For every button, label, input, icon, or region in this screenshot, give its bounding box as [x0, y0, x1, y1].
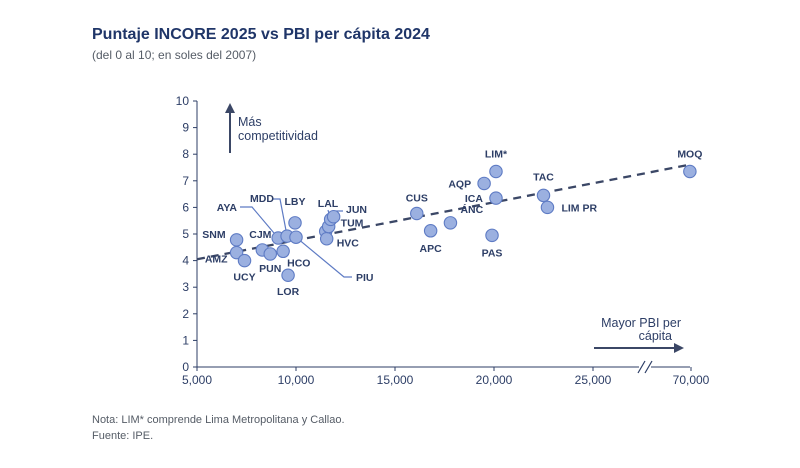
x-arrow-label-line1: Mayor PBI per	[601, 316, 681, 330]
y-tick-label: 9	[182, 121, 189, 135]
x-tick-label: 15,000	[377, 373, 414, 387]
source-note: Fuente: IPE.	[92, 430, 154, 442]
data-points	[229, 164, 697, 282]
y-tick-label: 5	[182, 227, 189, 241]
data-point-lor	[281, 268, 295, 282]
x-tick-label: 70,000	[673, 373, 710, 387]
y-arrow-head	[225, 103, 235, 113]
footnote: Nota: LIM* comprende Lima Metropolitana …	[92, 414, 345, 426]
trendline	[196, 163, 690, 261]
data-point-lim	[489, 164, 503, 179]
point-label-hvc: HVC	[337, 237, 360, 249]
y-tick-label: 4	[182, 254, 189, 268]
data-point-apc	[423, 224, 438, 238]
axes: 0 1 2 3 4 5 6 7 8 9 10 5,000 10,000 15,000 20,000 25,00…	[176, 94, 710, 387]
data-point-piu	[289, 230, 303, 244]
point-label-tum: TUM	[341, 218, 364, 230]
leader-aya	[240, 206, 279, 239]
data-point-moq	[683, 164, 697, 179]
point-label-tac: TAC	[533, 171, 554, 183]
data-point-cus	[410, 206, 424, 221]
data-point-tac	[536, 188, 551, 203]
point-label-nc: ÁNC	[460, 203, 483, 216]
x-tick-label: 5,000	[182, 373, 212, 387]
data-point-pas	[485, 228, 499, 243]
x-tick-label: 25,000	[575, 373, 612, 387]
data-point	[319, 232, 334, 246]
point-label-lby: LBY	[285, 196, 306, 208]
x-arrow-label-line2: cápita	[639, 329, 672, 343]
data-point-ucy	[237, 253, 252, 268]
y-tick-label: 10	[176, 94, 190, 108]
axis-break-mark	[637, 360, 646, 374]
point-label-ucy: UCY	[233, 272, 255, 284]
trendline-path	[196, 163, 690, 261]
point-label-cjm: CJM	[249, 229, 271, 241]
point-label-piu: PIU	[356, 272, 374, 284]
y-tick-label: 1	[182, 333, 189, 347]
point-label-aya: AYA	[217, 202, 238, 214]
leader-mdd	[273, 198, 288, 237]
point-label-lor: LOR	[277, 286, 300, 298]
y-tick-label: 7	[182, 174, 189, 188]
y-arrow-label-line1: Más	[238, 115, 262, 129]
y-tick-label: 0	[182, 360, 189, 374]
point-label-pas: PAS	[482, 247, 503, 259]
point-label-jun: JUN	[346, 204, 367, 216]
point-label-lal: LAL	[318, 198, 339, 210]
axis-break-gap	[639, 361, 651, 373]
point-label-cus: CUS	[406, 193, 428, 205]
point-label-hco: HCO	[287, 257, 310, 269]
x-arrow-head	[674, 343, 684, 353]
point-label-aqp: AQP	[448, 178, 471, 190]
point-label-amz: AMZ	[205, 254, 228, 266]
y-tick-label: 2	[182, 307, 189, 321]
x-tick-label: 20,000	[476, 373, 513, 387]
data-point-nc	[443, 216, 458, 230]
y-tick-label: 8	[182, 147, 189, 161]
point-label-snm: SNM	[202, 229, 226, 241]
y-tick-label: 3	[182, 280, 189, 294]
data-point-pun	[263, 247, 278, 261]
point-label-limpr: LIM PR	[561, 202, 597, 214]
data-point-lby	[288, 216, 302, 230]
chart-subtitle: (del 0 al 10; en soles del 2007)	[92, 48, 257, 62]
data-point-snm	[229, 233, 244, 247]
point-label-ica: ICA	[465, 193, 484, 205]
data-point-ica	[489, 191, 503, 205]
data-point-jun	[326, 209, 341, 224]
chart-title: Puntaje INCORE 2025 vs PBI per cápita 20…	[92, 26, 430, 43]
axis-break-mark	[644, 360, 653, 374]
data-point-amz	[229, 245, 244, 260]
point-label-mdd: MDD	[250, 193, 274, 205]
point-label-apc: APC	[420, 243, 443, 255]
point-label-pun: PUN	[259, 263, 281, 275]
point-labels: SNMAMZUCYCJMPUNAYAHCOMDDLORLBYPIUHVCTUML…	[202, 148, 702, 298]
y-tick-label: 6	[182, 200, 189, 214]
leader-piu	[295, 236, 352, 278]
y-arrow-label-line2: competitividad	[238, 129, 318, 143]
x-tick-label: 10,000	[278, 373, 315, 387]
point-label-moq: MOQ	[677, 148, 702, 160]
data-point-limpr	[540, 200, 555, 215]
point-label-lim: LIM*	[485, 148, 508, 160]
data-point-hco	[276, 244, 290, 259]
data-point-aqp	[477, 176, 491, 191]
